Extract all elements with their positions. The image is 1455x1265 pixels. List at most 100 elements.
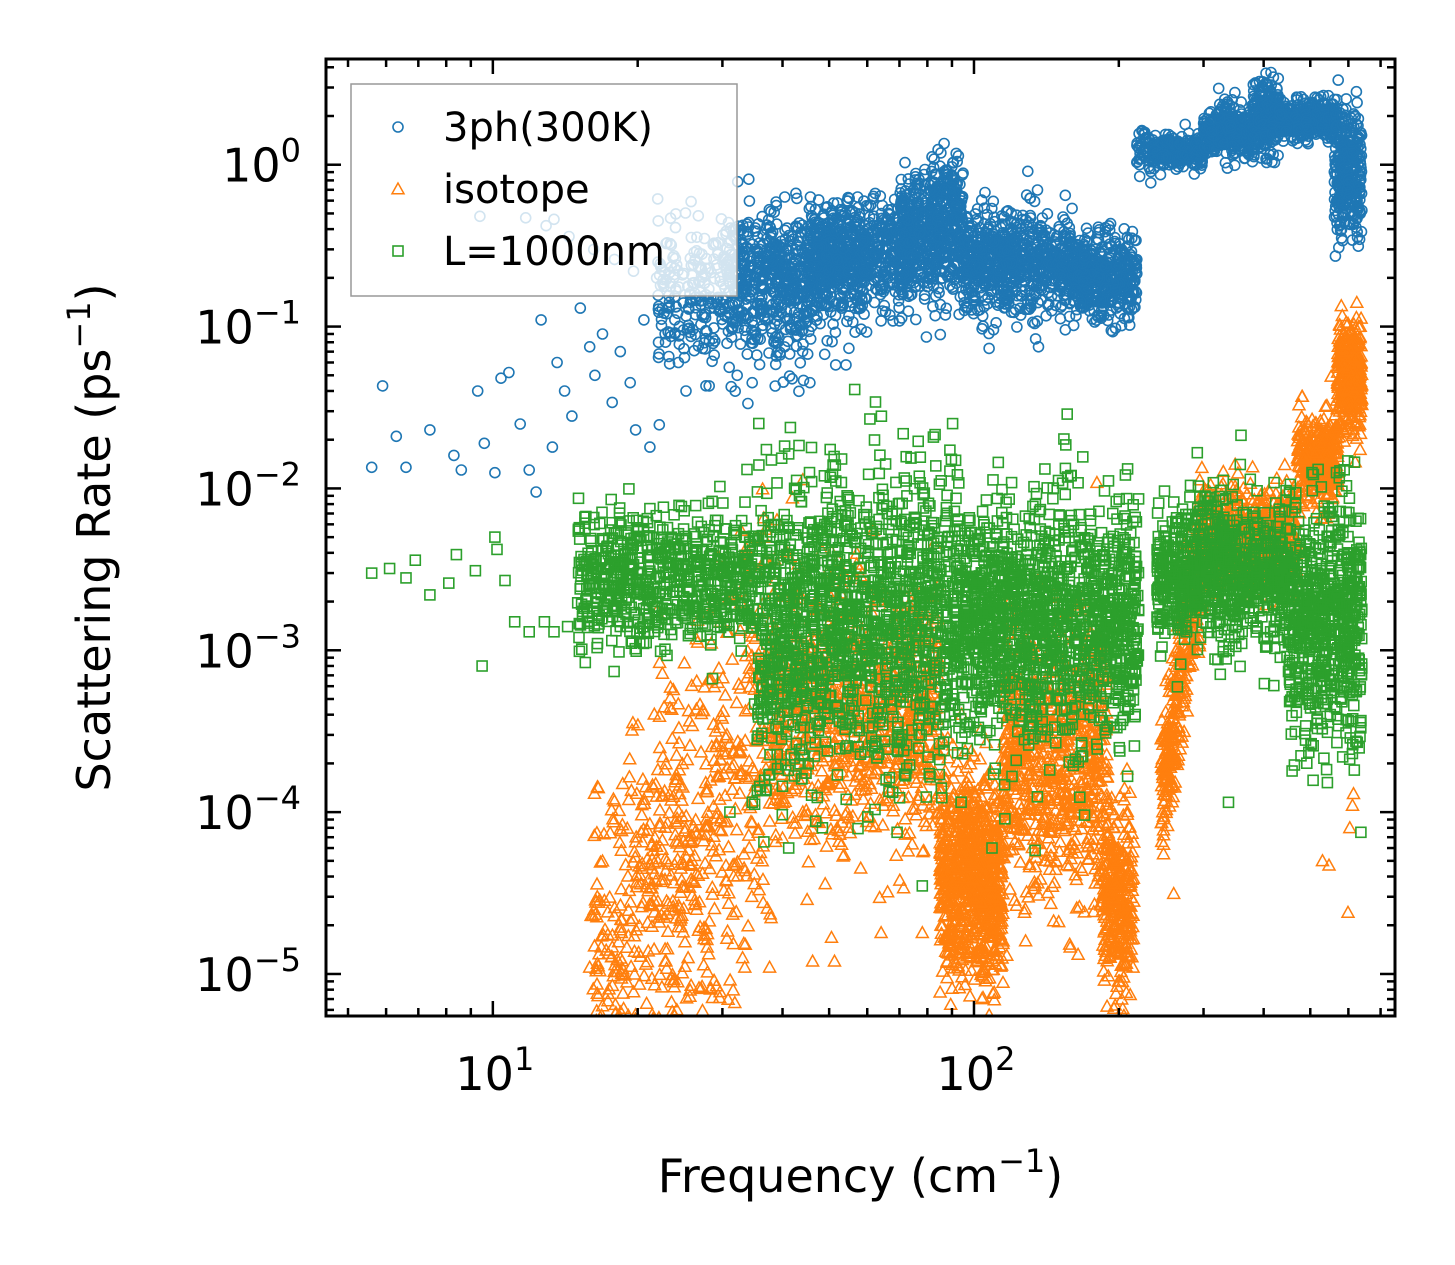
data-point	[759, 264, 771, 277]
data-point	[770, 199, 783, 212]
data-point	[769, 286, 782, 299]
data-point	[867, 213, 880, 225]
data-point	[737, 242, 749, 255]
data-point	[735, 306, 747, 319]
data-point	[662, 350, 675, 363]
data-point	[764, 227, 777, 239]
data-point	[756, 210, 769, 223]
data-point	[882, 250, 894, 263]
data-point	[765, 241, 777, 254]
data-point	[801, 233, 814, 245]
data-point	[918, 293, 931, 305]
data-point	[867, 190, 880, 203]
data-point	[805, 218, 817, 231]
data-point	[810, 219, 823, 231]
data-point	[952, 150, 965, 162]
data-point	[1145, 177, 1157, 189]
data-point	[769, 380, 782, 392]
data-point	[790, 187, 802, 200]
data-point	[827, 217, 840, 230]
data-point	[1031, 184, 1044, 196]
data-point	[769, 358, 782, 371]
data-point	[785, 270, 798, 282]
data-point	[811, 260, 823, 273]
data-point	[707, 337, 719, 350]
data-point	[766, 298, 779, 311]
data-point	[860, 326, 873, 338]
data-point	[809, 287, 821, 299]
data-point	[721, 337, 733, 350]
data-point	[874, 288, 887, 301]
data-point	[807, 291, 820, 304]
data-point	[797, 374, 810, 387]
data-point	[847, 227, 860, 240]
data-point	[670, 301, 682, 313]
data-point	[729, 385, 742, 398]
data-point	[659, 327, 671, 340]
data-point	[753, 243, 766, 256]
data-point	[794, 356, 807, 369]
data-point	[689, 308, 702, 321]
data-point	[855, 323, 868, 336]
data-point	[751, 332, 764, 345]
data-point	[874, 190, 887, 202]
data-point	[1350, 85, 1363, 98]
data-point	[1332, 74, 1344, 86]
data-point	[878, 269, 890, 282]
data-point	[1133, 170, 1146, 183]
data-point	[700, 379, 712, 392]
data-point	[738, 324, 751, 337]
data-point	[771, 329, 784, 342]
data-point	[803, 202, 816, 215]
data-point	[734, 338, 747, 350]
data-point	[781, 313, 793, 326]
data-point	[847, 242, 860, 254]
data-point	[882, 204, 895, 216]
data-point	[895, 312, 908, 324]
data-point	[843, 278, 855, 291]
data-point	[738, 257, 750, 270]
data-point	[938, 137, 950, 150]
data-point	[877, 220, 889, 232]
data-point	[781, 243, 793, 255]
data-point	[750, 349, 763, 361]
data-point	[805, 245, 817, 258]
data-point	[831, 253, 844, 266]
data-point	[826, 277, 838, 289]
data-point	[708, 349, 721, 361]
data-point	[804, 307, 816, 319]
data-point	[920, 331, 933, 343]
data-point	[741, 348, 754, 360]
data-point	[728, 316, 741, 329]
data-point	[692, 340, 705, 352]
data-point	[716, 313, 728, 326]
data-point	[1067, 319, 1080, 332]
data-point	[685, 330, 697, 343]
plot-area	[365, 66, 1370, 1016]
data-point	[804, 333, 817, 345]
data-point	[768, 206, 781, 218]
data-point	[783, 370, 796, 382]
data-point	[805, 320, 818, 333]
data-point	[752, 266, 765, 279]
data-point	[934, 328, 947, 341]
data-point	[757, 279, 769, 291]
data-point	[849, 302, 861, 315]
data-point	[763, 220, 776, 233]
data-point	[748, 283, 761, 296]
data-point	[763, 235, 776, 247]
data-point	[983, 342, 995, 355]
data-point	[875, 283, 888, 296]
data-point	[940, 302, 953, 315]
data-point	[769, 281, 781, 293]
data-point	[837, 280, 850, 293]
data-point	[779, 224, 791, 237]
data-point	[776, 254, 788, 267]
data-point	[830, 212, 843, 224]
data-point	[716, 318, 729, 330]
data-point	[703, 380, 716, 392]
data-point	[829, 309, 842, 322]
data-point	[803, 258, 815, 270]
data-point	[821, 334, 834, 347]
data-point	[821, 276, 833, 289]
